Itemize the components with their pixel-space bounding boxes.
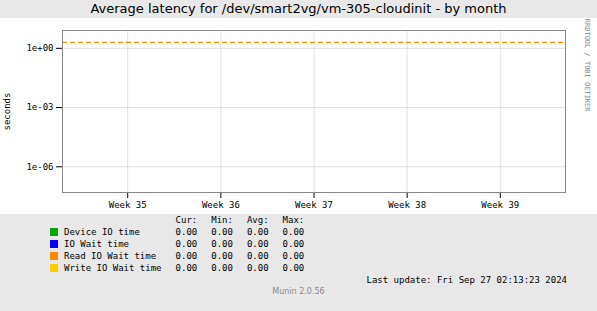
html-text:0.00: 0.00 [175,263,198,273]
svg-text:Week 37: Week 37 [295,200,333,210]
html-text:0.00: 0.00 [175,227,198,237]
svg-text:Week 36: Week 36 [202,200,240,210]
html-text:0.00: 0.00 [211,227,233,237]
svg-text:Week 35: Week 35 [109,200,147,210]
html-text:Last update: Fri Sep 27 02:13:: Last update: Fri Sep 27 02:13:23 2024 [366,275,567,285]
html-text:Munin 2.0.56: Munin 2.0.56 [272,287,325,296]
html-text:0.00: 0.00 [246,227,269,237]
html-text:Device IO time: Device IO time [64,227,140,237]
svg-text:1e+00: 1e+00 [26,43,53,53]
html-text:Min:: Min: [211,215,233,225]
html-text:0.00: 0.00 [246,251,269,261]
html-text:0.00: 0.00 [282,239,305,249]
svg-text:Week 38: Week 38 [388,200,426,210]
html-text:Read IO Wait time: Read IO Wait time [64,251,157,261]
html-text:IO Wait time: IO Wait time [64,239,129,249]
html-text:0.00: 0.00 [211,251,233,261]
html-text:0.00: 0.00 [211,263,233,273]
html-text:0.00: 0.00 [282,227,305,237]
html-text:Cur:: Cur: [175,215,198,225]
html-text:0.00: 0.00 [175,239,198,249]
html-text:Write IO Wait time: Write IO Wait time [64,263,162,273]
html-text:0.00: 0.00 [246,239,269,249]
html-text:0.00: 0.00 [175,251,198,261]
svg-text:1e-03: 1e-03 [26,102,53,112]
html-text:Average latency for /dev/smart: Average latency for /dev/smart2vg/vm-305… [90,1,507,16]
html-text:0.00: 0.00 [246,263,269,273]
html-text:Max:: Max: [282,215,305,225]
html-text:Avg:: Avg: [246,215,269,225]
svg-text:Week 39: Week 39 [481,200,519,210]
html-text:0.00: 0.00 [211,239,233,249]
svg-text:RRDTOOL / TOBI OETIKER: RRDTOOL / TOBI OETIKER [583,19,591,113]
svg-text:1e-06: 1e-06 [26,162,53,172]
svg-text:seconds: seconds [2,93,12,131]
html-text:0.00: 0.00 [282,251,305,261]
html-text:0.00: 0.00 [282,263,305,273]
